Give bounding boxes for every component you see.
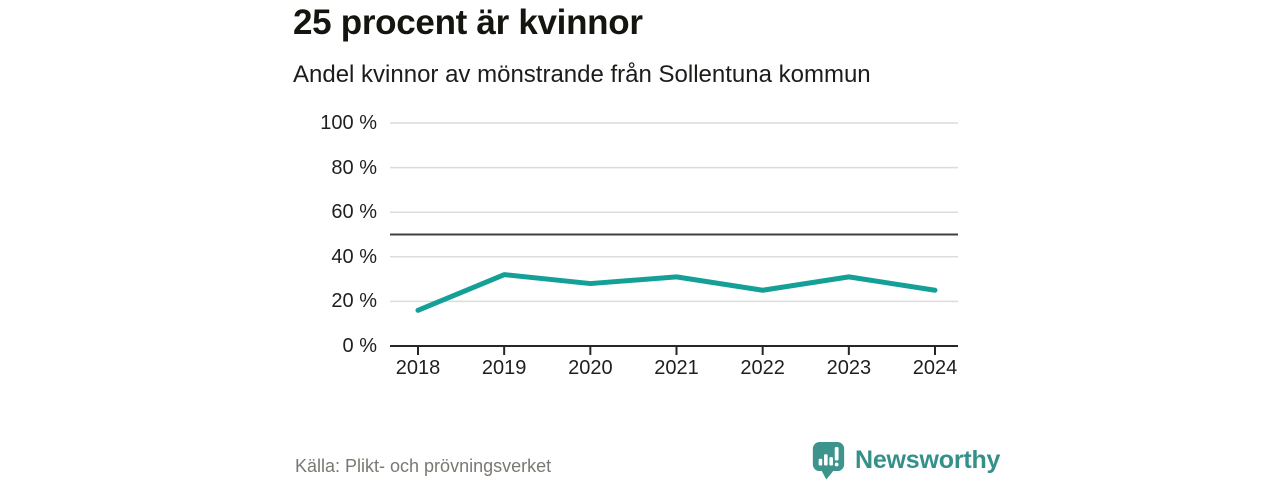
source-text: Källa: Plikt- och prövningsverket (295, 456, 552, 476)
y-axis-label: 80 % (331, 156, 377, 179)
y-axis-label: 20 % (331, 290, 377, 313)
y-axis-label: 40 % (331, 245, 377, 268)
x-axis-label: 2023 (826, 357, 872, 379)
x-axis-label: 2018 (395, 357, 441, 379)
newsworthy-logo-icon (812, 442, 845, 480)
newsworthy-logo: Newsworthy (810, 442, 1000, 480)
x-axis-label: 2024 (912, 357, 958, 379)
x-axis-label: 2021 (654, 357, 699, 379)
data-line (415, 272, 938, 313)
x-axis-label: 2020 (568, 357, 613, 379)
x-axis-label: 2022 (740, 357, 785, 379)
y-axis-label: 100 % (320, 112, 377, 134)
chart-title: 25 procent är kvinnor (293, 3, 643, 42)
chart-subtitle: Andel kvinnor av mönstrande från Sollent… (293, 61, 871, 88)
newsworthy-wordmark: Newsworthy (855, 446, 1001, 474)
y-axis-label: 0 % (342, 335, 377, 357)
y-axis-label: 60 % (331, 201, 377, 224)
x-axis-label: 2019 (481, 357, 527, 379)
